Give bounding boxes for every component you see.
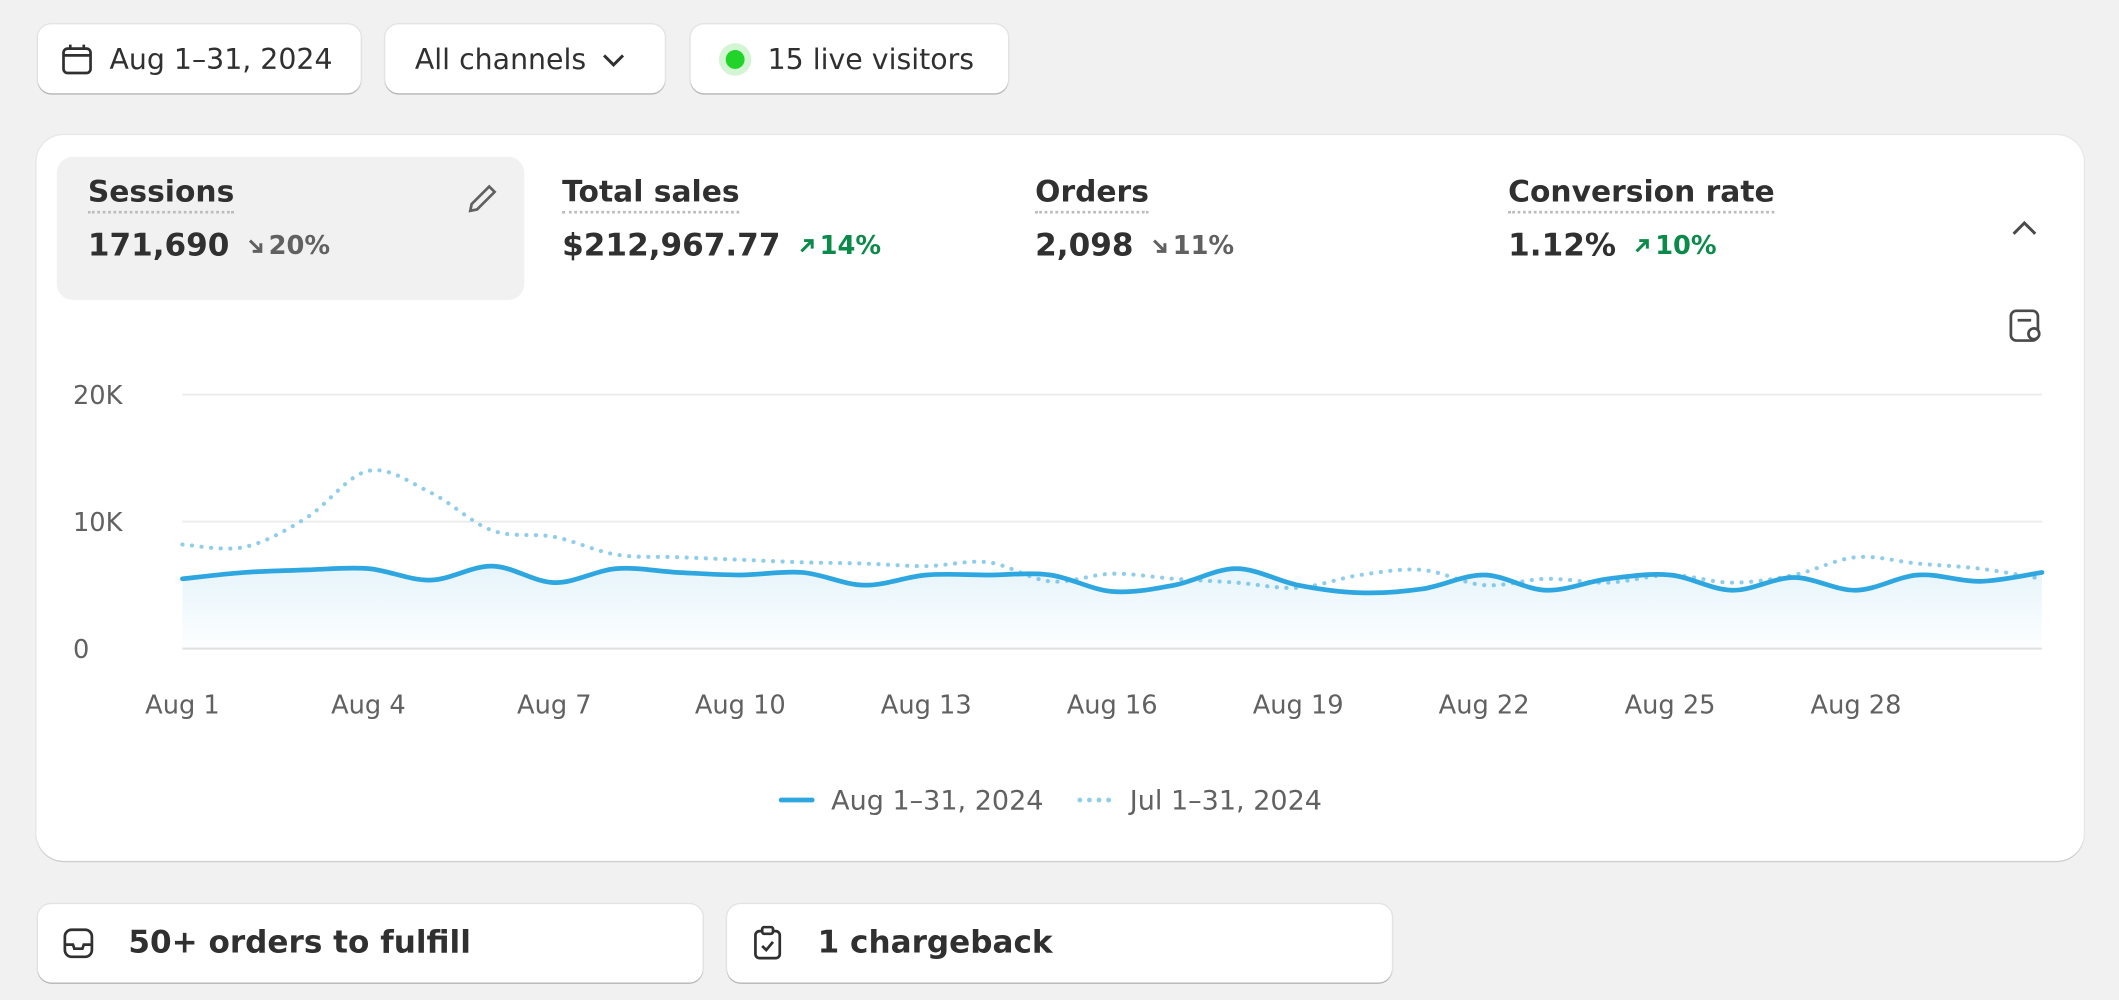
metric-value: 2,098 <box>1035 228 1134 264</box>
selected-metric-bg[interactable] <box>56 156 525 301</box>
metric-change: 20% <box>246 231 330 261</box>
metric-value: $212,967.77 <box>562 228 781 264</box>
metric: Sessions 171,690 20% <box>87 175 330 264</box>
metric-label: Conversion rate <box>1508 175 1775 214</box>
live-visitors-button[interactable]: 15 live visitors <box>690 24 1009 94</box>
live-visitors-text: 15 live visitors <box>767 42 975 76</box>
chevron-down <box>602 53 624 67</box>
analyze-icon[interactable] <box>2008 308 2046 346</box>
metric-value-row: 1.12% 10% <box>1508 228 1775 263</box>
channels-button[interactable]: All channels <box>385 24 665 94</box>
collapse-icon[interactable] <box>2008 212 2040 244</box>
metric-value-row: $212,967.77 14% <box>562 228 881 263</box>
edit-icon[interactable] <box>464 180 502 218</box>
metric-change-text: 14% <box>819 231 882 261</box>
metric-change: 14% <box>797 231 881 261</box>
metric-change: 11% <box>1150 231 1234 261</box>
metric-change-text: 20% <box>268 231 331 261</box>
arrow-down <box>1152 239 1167 253</box>
metric: Total sales $212,967.77 14% <box>562 175 881 264</box>
date-range-text: Aug 1–31, 2024 <box>109 42 333 76</box>
task-button[interactable]: 50+ orders to fulfill <box>37 904 703 983</box>
metric-change-text: 11% <box>1172 231 1235 261</box>
arrow-down <box>248 239 262 253</box>
metric-value-row: 2,098 11% <box>1035 228 1234 263</box>
task-button[interactable]: 1 chargeback <box>727 904 1392 983</box>
arrow-up <box>799 239 814 253</box>
arrow-up <box>1635 239 1649 253</box>
metric-value: 1.12% <box>1508 228 1616 264</box>
metrics-card: Sessions 171,690 20% Total sales $212,967.77… <box>36 135 2084 861</box>
metric-label: Orders <box>1035 175 1149 214</box>
metric: Conversion rate 1.12% 10% <box>1508 175 1775 264</box>
metric-label: Sessions <box>87 175 235 214</box>
date-range-button[interactable]: Aug 1–31, 2024 <box>37 24 361 94</box>
calendar-icon <box>62 43 92 74</box>
live-dot <box>718 42 752 76</box>
task-icon <box>754 925 782 960</box>
metric-label: Total sales <box>562 175 740 214</box>
metric: Orders 2,098 11% <box>1035 175 1234 264</box>
task-text: 50+ orders to fulfill <box>128 925 471 961</box>
metric-change: 10% <box>1632 231 1717 261</box>
metric-value-row: 171,690 20% <box>88 228 330 263</box>
task-text: 1 chargeback <box>817 925 1053 961</box>
metric-change-text: 10% <box>1655 231 1717 261</box>
metric-value: 171,690 <box>87 228 230 264</box>
task-icon <box>63 928 94 959</box>
channels-text: All channels <box>414 42 587 76</box>
